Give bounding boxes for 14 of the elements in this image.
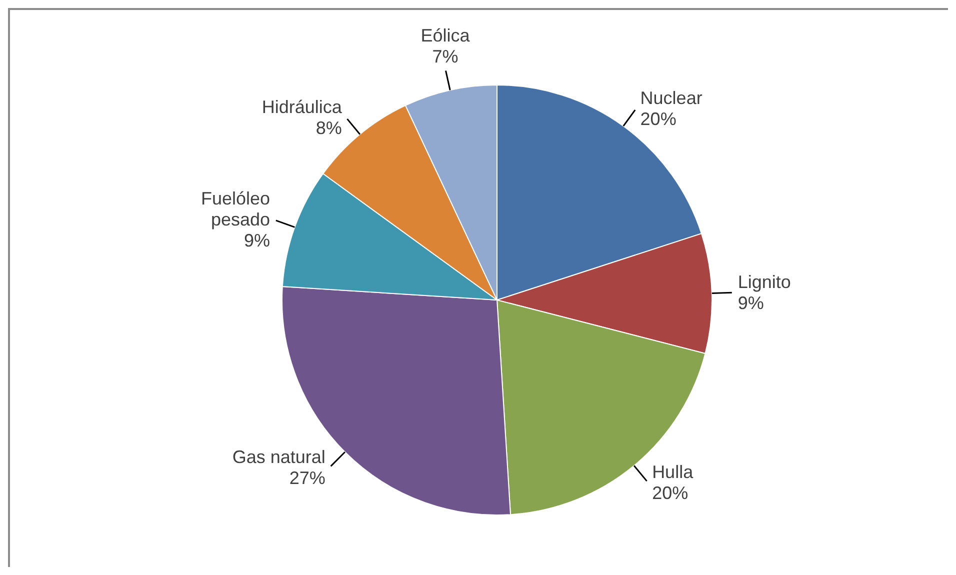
- slice-label: Hulla: [652, 462, 694, 482]
- slice-label: Lignito: [738, 272, 791, 292]
- data-label: 7%: [432, 46, 458, 67]
- slice-label: Fuelóleo pesado: [200, 188, 270, 230]
- slice-label: Eólica: [420, 26, 471, 46]
- data-label: 27%: [289, 468, 326, 488]
- data-label: 20%: [640, 108, 676, 129]
- data-label: 8%: [316, 118, 342, 138]
- data-label: 20%: [652, 483, 688, 504]
- slice-label: Hidráulica: [262, 96, 343, 117]
- data-label: 9%: [244, 230, 270, 251]
- data-label: 9%: [738, 293, 764, 314]
- slice-label: Gas natural: [232, 447, 326, 468]
- slice-label: Nuclear: [640, 88, 702, 108]
